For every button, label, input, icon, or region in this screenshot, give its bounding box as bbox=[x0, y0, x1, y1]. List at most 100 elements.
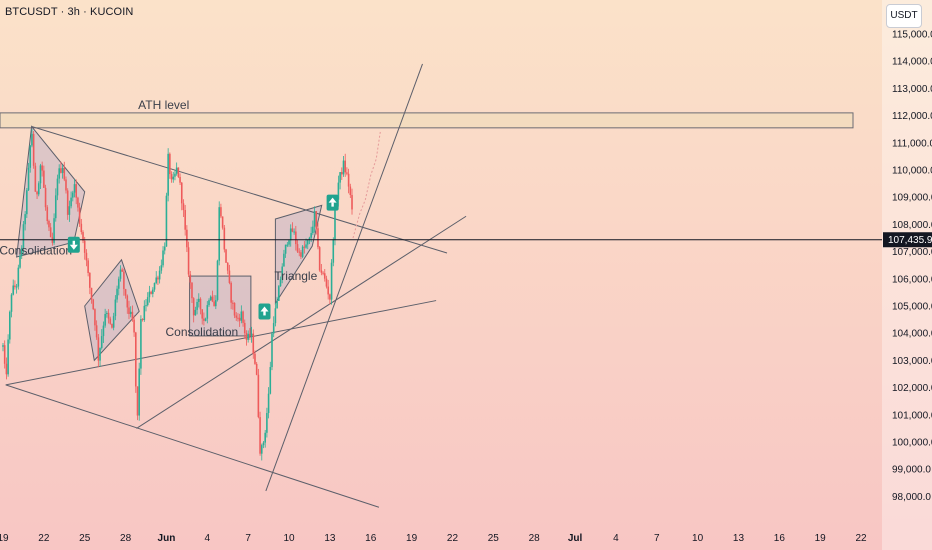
candle-body bbox=[177, 167, 180, 177]
arrow-stem bbox=[72, 240, 76, 245]
price-tick-label: 115,000.0 bbox=[892, 30, 932, 41]
candle-body bbox=[46, 207, 49, 222]
candle-body bbox=[306, 240, 309, 245]
candle-body bbox=[169, 153, 171, 175]
candle-body bbox=[312, 226, 314, 234]
time-tick-label: 25 bbox=[488, 533, 500, 544]
candle-body bbox=[206, 305, 209, 319]
price-tick-label: 101,000.0 bbox=[892, 410, 932, 421]
candle-body bbox=[180, 182, 183, 204]
arrow-up-icon bbox=[328, 197, 337, 203]
candle-body bbox=[116, 288, 118, 300]
candle-body bbox=[72, 192, 74, 198]
candle-body bbox=[342, 160, 345, 175]
candle-body bbox=[254, 353, 256, 364]
candle-body bbox=[262, 442, 265, 446]
candle-body bbox=[296, 244, 299, 252]
trendline-2 bbox=[5, 384, 380, 508]
candle-body bbox=[19, 255, 21, 268]
candle-body bbox=[238, 317, 241, 321]
candle-body bbox=[327, 286, 329, 295]
trendline-5 bbox=[265, 63, 423, 492]
candle-body bbox=[145, 305, 147, 307]
candle-body bbox=[223, 227, 226, 250]
candle-body bbox=[252, 333, 255, 354]
price-tick-label: 112,000.0 bbox=[892, 111, 932, 122]
candle-body bbox=[121, 269, 123, 272]
time-tick-label: 19 bbox=[0, 533, 9, 544]
candle-body bbox=[313, 211, 316, 227]
time-tick-label: 22 bbox=[855, 533, 867, 544]
candle-body bbox=[271, 333, 273, 368]
candle-body bbox=[73, 184, 76, 193]
time-tick-label: 4 bbox=[205, 533, 211, 544]
arrow-up-icon bbox=[260, 306, 269, 312]
candle-body bbox=[129, 311, 132, 315]
candle-body bbox=[153, 282, 156, 290]
candle-body bbox=[29, 145, 32, 168]
trendline-4 bbox=[136, 215, 467, 429]
time-tick-label: 10 bbox=[283, 533, 295, 544]
candle-body bbox=[22, 224, 25, 248]
candle-body bbox=[126, 295, 129, 308]
candle-body bbox=[141, 319, 144, 321]
candle-body bbox=[334, 207, 336, 240]
candle-body bbox=[155, 277, 158, 283]
candle-body bbox=[339, 172, 341, 183]
candle-body bbox=[322, 272, 324, 274]
candle-body bbox=[278, 286, 280, 301]
candle-body bbox=[330, 262, 333, 300]
candle-body bbox=[17, 267, 20, 287]
candle-body bbox=[288, 240, 290, 245]
candle-body bbox=[134, 332, 137, 387]
price-axis[interactable]: 115,000.0 114,000.0 113,000.0 112,000.0 111,… bbox=[883, 30, 932, 503]
candle-body bbox=[150, 291, 152, 294]
candle-body bbox=[310, 233, 312, 238]
candle-body bbox=[203, 318, 205, 321]
time-tick-label: 28 bbox=[120, 533, 132, 544]
candle-body bbox=[172, 176, 175, 180]
candle-body bbox=[65, 179, 67, 191]
trendline-1 bbox=[31, 126, 448, 254]
down-arrow-marker bbox=[67, 236, 80, 253]
candle-body bbox=[112, 316, 115, 328]
up-arrow-marker bbox=[326, 194, 339, 211]
time-tick-label: 7 bbox=[654, 533, 660, 544]
candle-body bbox=[305, 244, 307, 248]
candle-body bbox=[230, 282, 232, 303]
price-tick-label: 102,000.0 bbox=[892, 383, 932, 394]
candle-body bbox=[303, 246, 306, 248]
candle-body bbox=[332, 239, 335, 263]
symbol-title[interactable]: BTCUSDT · 3h · KUCOIN bbox=[5, 6, 134, 18]
candle-body bbox=[53, 218, 55, 243]
candle-body bbox=[163, 246, 166, 251]
time-tick-label: 16 bbox=[365, 533, 377, 544]
candle-body bbox=[12, 285, 15, 295]
candle-body bbox=[187, 247, 190, 275]
up-arrow-marker bbox=[258, 303, 271, 320]
candle-body bbox=[201, 309, 203, 319]
candle-body bbox=[39, 165, 42, 184]
candle-body bbox=[245, 333, 248, 340]
price-axis-panel[interactable] bbox=[882, 0, 932, 550]
candle-body bbox=[276, 300, 278, 309]
time-tick-label: 13 bbox=[733, 533, 745, 544]
price-tick-label: 99,000.0 bbox=[892, 465, 931, 476]
time-axis[interactable]: 19 22 25 28 Jun 4 7 10 13 16 19 22 25 28 Jul 4 7 10 13 16 19… bbox=[0, 533, 867, 544]
price-tick-label: 104,000.0 bbox=[892, 329, 932, 340]
candle-body bbox=[174, 173, 176, 177]
price-tick-label: 114,000.0 bbox=[892, 57, 932, 68]
candle-body bbox=[61, 167, 64, 173]
candle-body bbox=[36, 191, 38, 195]
ath-zone-layer bbox=[0, 112, 854, 129]
currency-selector[interactable]: USDT bbox=[886, 4, 922, 28]
annotation-label: Triangle bbox=[274, 269, 317, 283]
time-tick-label: 16 bbox=[774, 533, 786, 544]
candle-body bbox=[175, 167, 178, 174]
candle-body bbox=[346, 172, 348, 174]
candle-body bbox=[104, 313, 106, 326]
candle-body bbox=[99, 348, 101, 361]
price-tick-label: 103,000.0 bbox=[892, 356, 932, 367]
candle-body bbox=[123, 271, 125, 290]
